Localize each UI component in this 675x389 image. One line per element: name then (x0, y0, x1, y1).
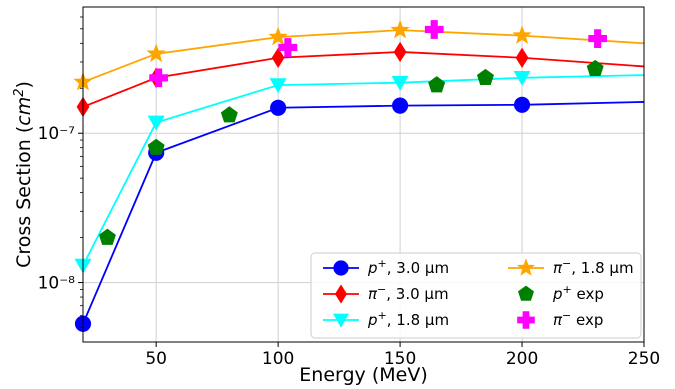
legend-marker (333, 260, 349, 276)
legend-item: π−, 1.8 μm (508, 257, 634, 277)
x-tick-label: 100 (262, 349, 294, 369)
plot-frame (82, 6, 645, 343)
data-point (424, 20, 444, 39)
legend-label: p+ exp (552, 283, 604, 303)
data-point (146, 43, 166, 63)
legend-label: π−, 1.8 μm (553, 257, 634, 277)
data-point (393, 41, 407, 63)
data-point (149, 68, 168, 88)
data-point (269, 78, 287, 94)
series-2 (74, 70, 644, 274)
legend-item: p+, 1.8 μm (323, 309, 449, 329)
legend-label: p+, 1.8 μm (367, 309, 449, 329)
data-point (588, 29, 608, 48)
ticks: 50 100 150 200 250 10⁻⁸ 10⁻⁷ (38, 16, 660, 369)
series-line (83, 51, 644, 108)
data-point (586, 59, 604, 77)
series-line (83, 101, 644, 325)
data-point (512, 25, 532, 44)
data-point (278, 38, 298, 57)
x-tick-label: 50 (145, 349, 167, 369)
data-point (513, 96, 531, 113)
series-layer (73, 19, 644, 332)
x-axis-title: Energy (MeV) (299, 364, 427, 386)
data-point (147, 138, 165, 155)
series-4 (98, 59, 604, 245)
data-point (98, 228, 116, 245)
y-tick-label: 10⁻⁷ (38, 124, 76, 144)
y-tick-label: 10⁻⁸ (38, 274, 76, 294)
data-point (392, 97, 409, 114)
series-5 (149, 20, 608, 88)
data-point (476, 68, 494, 86)
data-point (513, 70, 531, 86)
x-tick-label: 200 (506, 349, 538, 369)
legend-item: p+, 3.0 μm (323, 257, 449, 277)
data-point (220, 106, 238, 123)
legend-marker (516, 258, 536, 276)
legend-label: π− exp (553, 309, 603, 329)
x-tick-label: 150 (384, 349, 416, 369)
data-point (268, 26, 288, 46)
legend-item: π−, 3.0 μm (323, 283, 449, 304)
data-point (428, 76, 446, 93)
data-point (270, 99, 287, 116)
series-line (83, 74, 644, 266)
legend-marker (518, 285, 534, 301)
legend-label: p+, 3.0 μm (367, 257, 449, 277)
legend-box (310, 252, 642, 339)
x-tick-label: 250 (628, 349, 660, 369)
data-point (390, 19, 410, 39)
legend: p+, 3.0 μm π−, 3.0 μm p+, 1.8 μm π−, 1.8 μm… (310, 252, 642, 339)
data-point (271, 47, 285, 68)
legend-marker (335, 284, 347, 304)
y-axis-title: Cross Section (cm2) (12, 81, 35, 268)
legend-item: p+ exp (518, 283, 604, 303)
data-point (515, 47, 529, 68)
legend-marker (333, 313, 349, 328)
legend-item: π− exp (517, 309, 603, 329)
data-point (391, 75, 409, 91)
data-point (147, 115, 165, 131)
series-line (83, 29, 644, 83)
legend-label: π−, 3.0 μm (368, 283, 449, 303)
legend-marker (517, 311, 535, 329)
